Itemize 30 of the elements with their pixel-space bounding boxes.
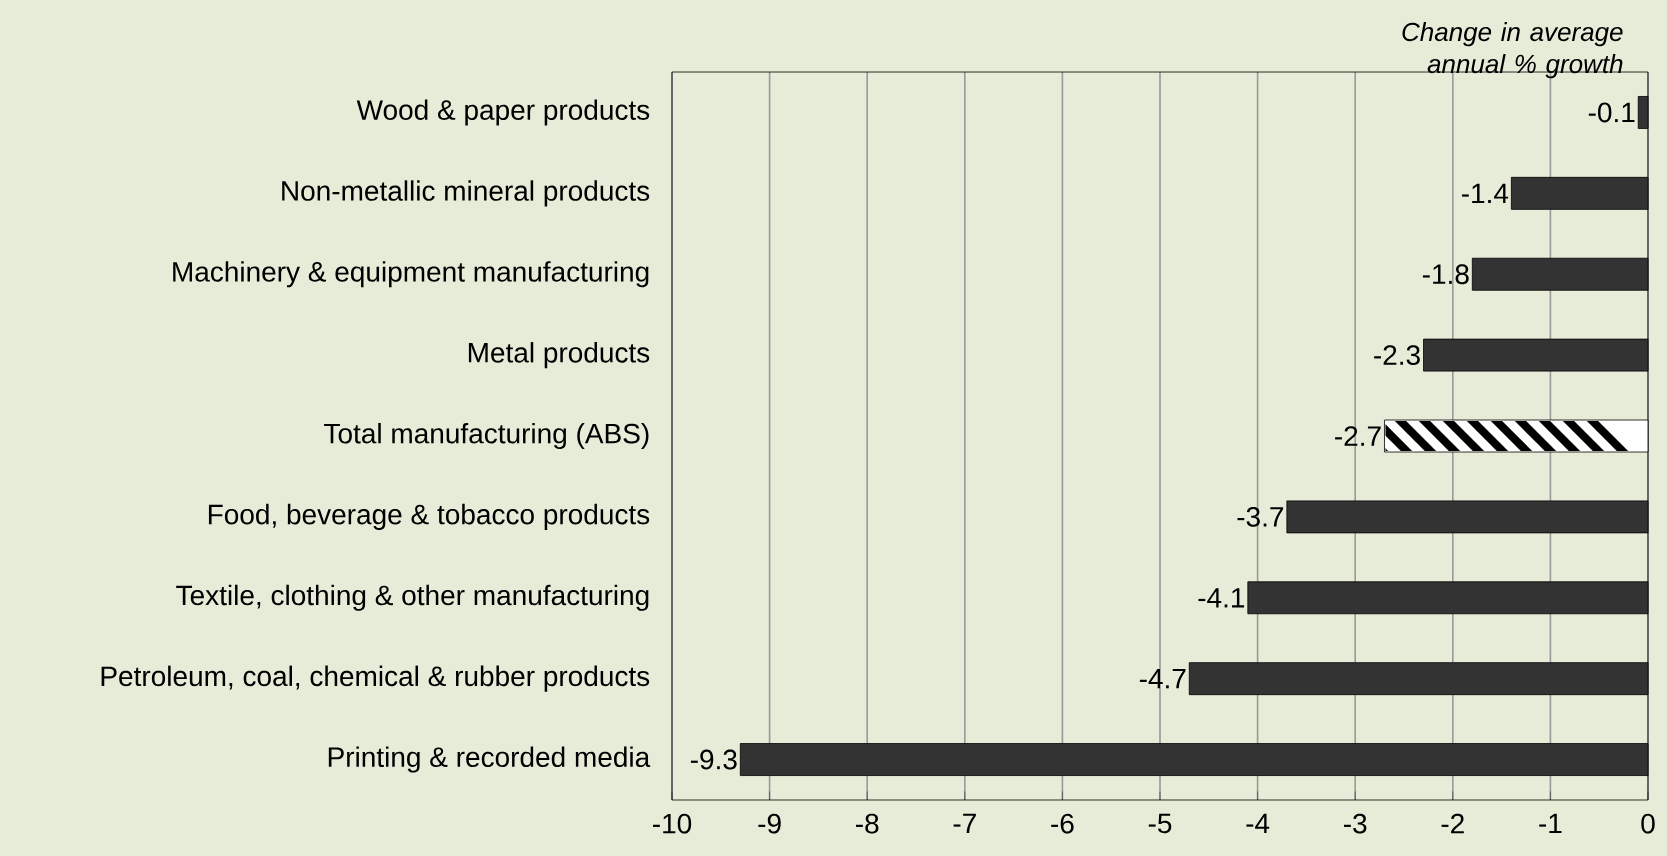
data-label: -1.4 [1461,183,1509,203]
x-tick-label: -5 [1148,813,1172,834]
x-tick-label: -10 [653,813,692,834]
y-tick-label: Wood & paper products [356,99,650,126]
data-label: -3.7 [1237,506,1284,527]
data-label: -2.7 [1335,426,1381,446]
x-tick-label: -8 [856,813,879,834]
data-label: -4.1 [1198,588,1245,608]
y-tick-label: Metal products [468,342,650,369]
data-label: -4.7 [1139,669,1186,689]
y-tick-label: Food, beverage & tobacco products [208,503,650,530]
y-tick-label: Non-metallic mineral products [282,180,650,207]
y-tick-label: Petroleum, coal, chemical & rubber products [101,665,650,692]
x-tick-label: -7 [953,813,976,833]
x-tick-label: -4 [1246,813,1270,833]
y-tick-label: Machinery & equipment manufacturing [173,261,649,288]
data-label: -9.3 [690,749,737,770]
data-label: -2.3 [1374,345,1420,366]
data-label: -1.8 [1422,264,1469,285]
x-tick-label: -1 [1539,813,1562,833]
x-tick-label: -9 [758,813,781,834]
x-tick-label: 0 [1641,813,1655,834]
x-tick-label: -3 [1344,813,1367,834]
y-tick-label: Printing & recorded media [328,746,651,773]
x-tick-label: -2 [1441,813,1464,834]
y-tick-label: Total manufacturing (ABS) [324,422,649,450]
y-tick-label: Textile, clothing & other manufacturing [176,584,649,611]
data-label: -0.1 [1588,102,1635,123]
x-axis-title: Change in average annual % growth [1402,22,1623,79]
x-tick-label: -6 [1051,813,1074,834]
